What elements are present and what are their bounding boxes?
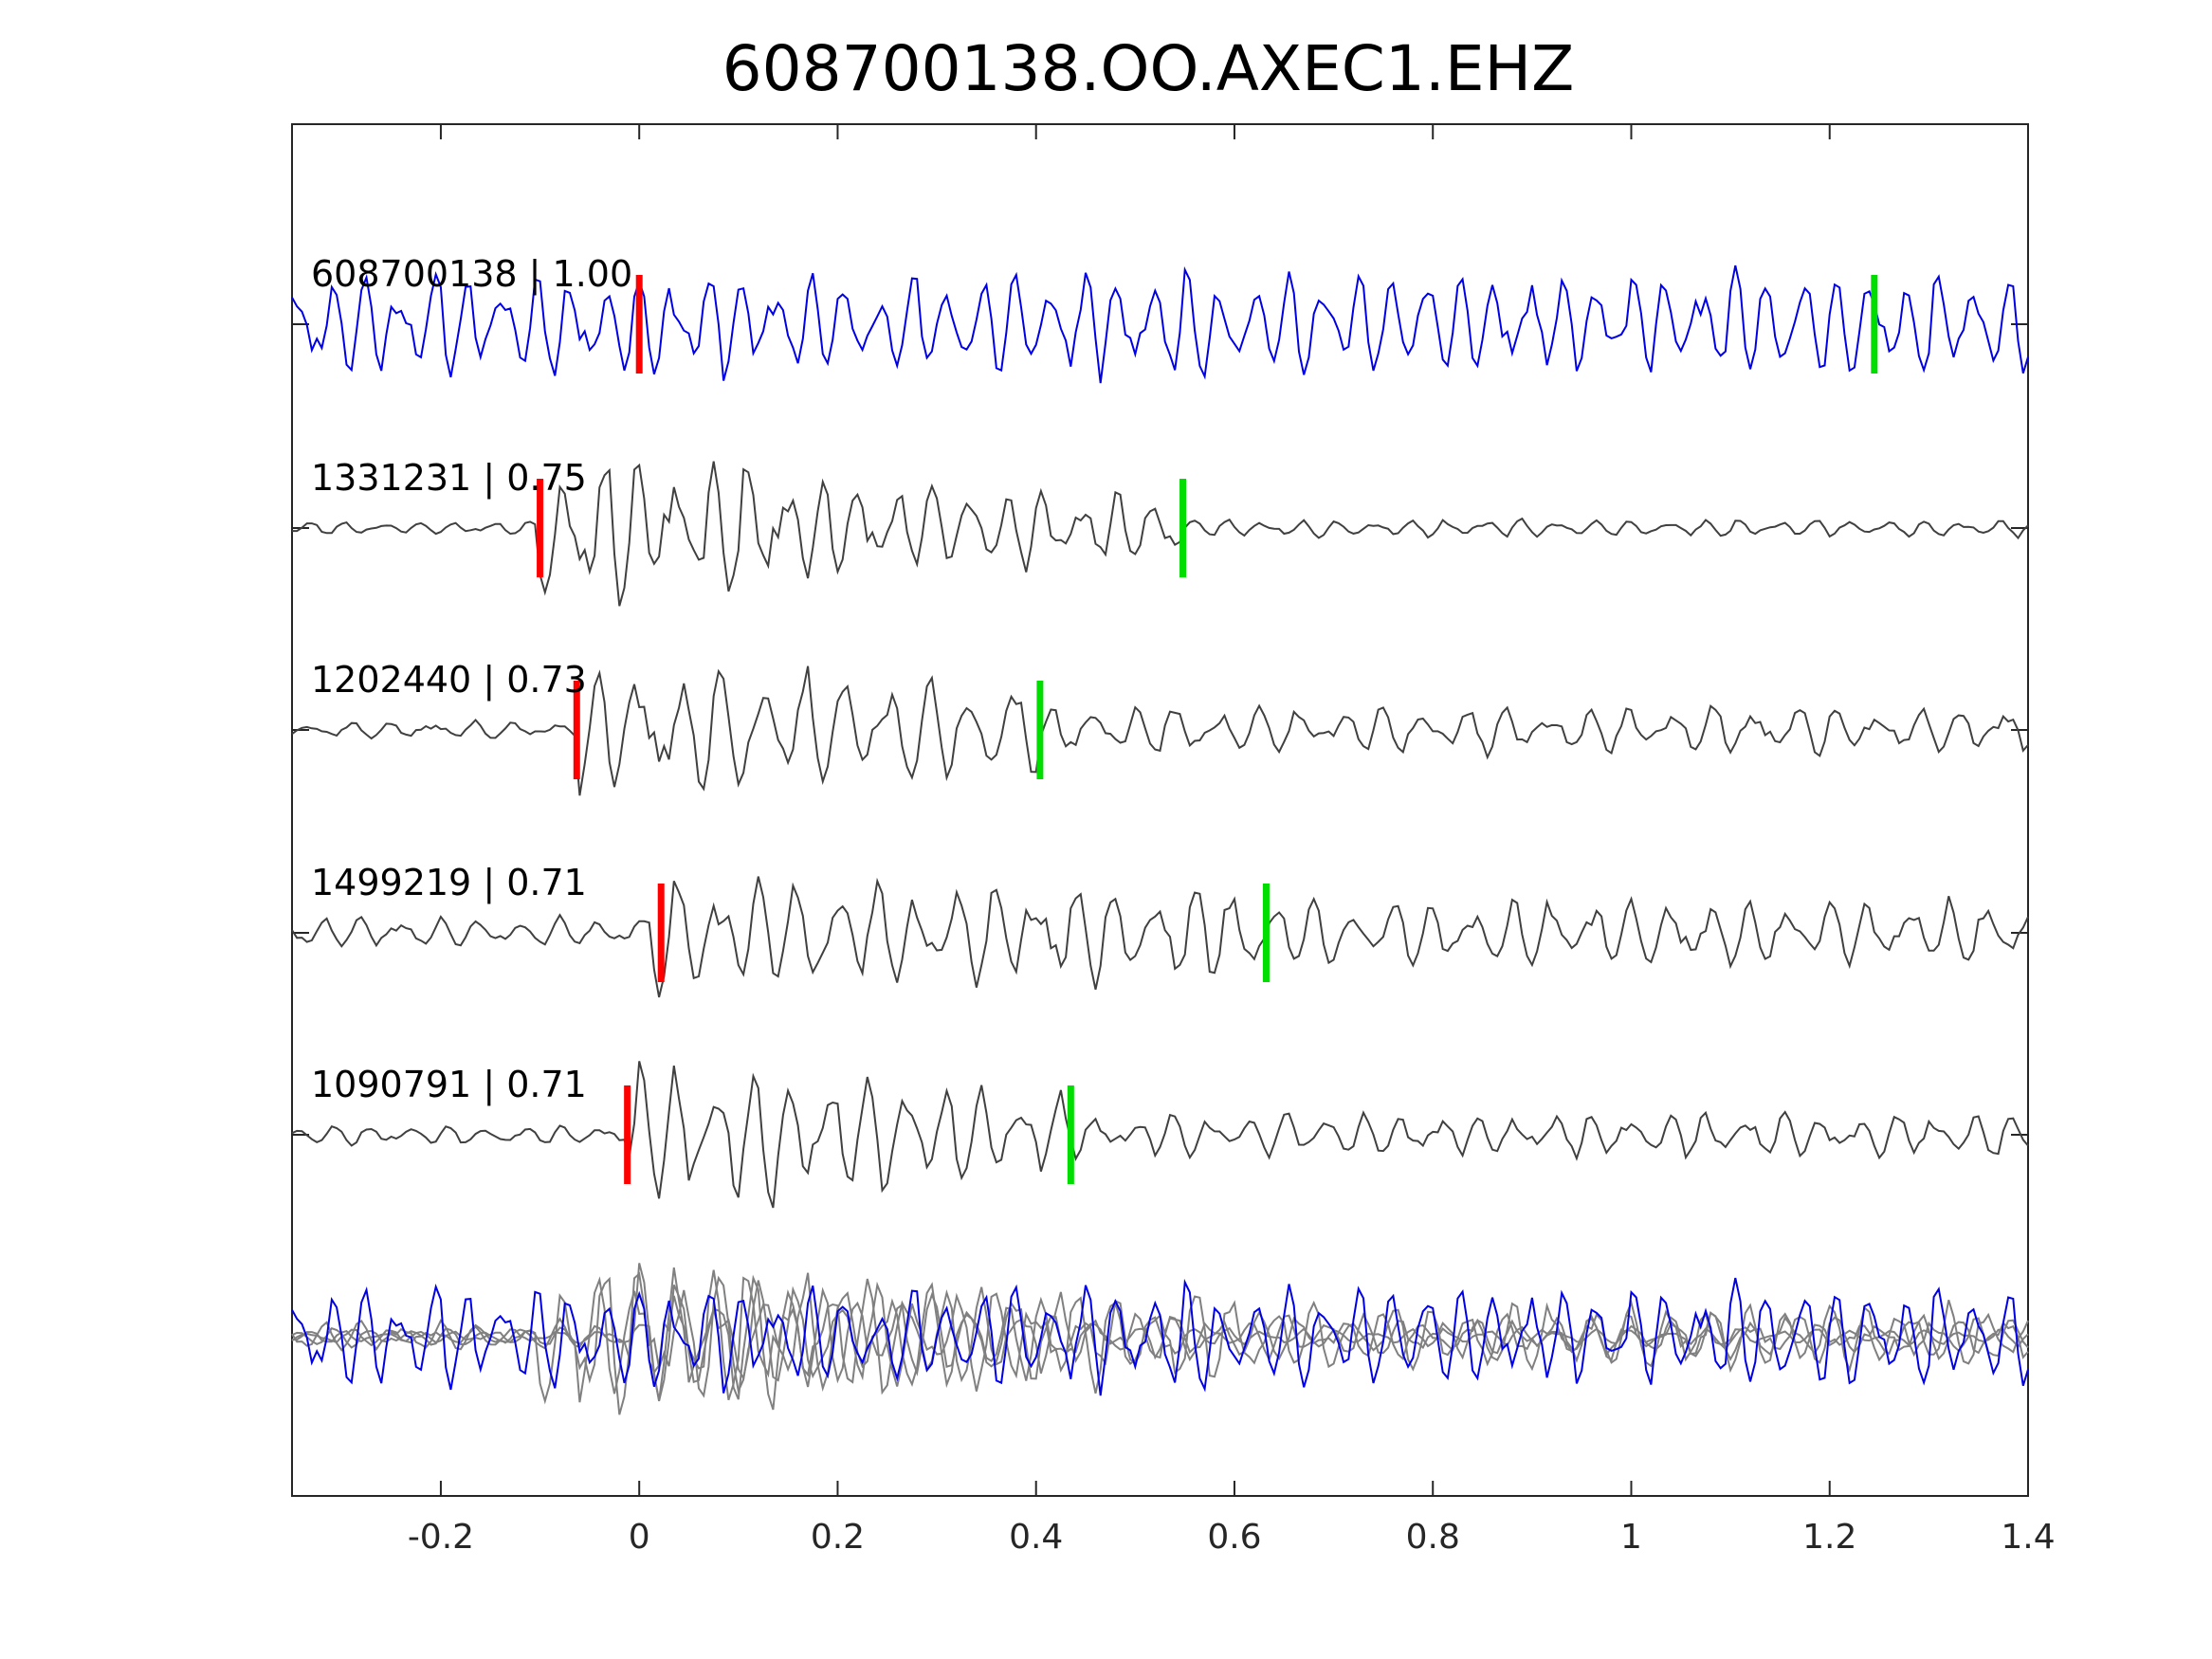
overlay-waveform-608700138 [291, 1277, 2029, 1396]
overlay-waveform-1202440 [291, 1272, 2029, 1403]
x-tick-label: 0.6 [1207, 1518, 1261, 1557]
trace-labels: 608700138 | 1.00 1331231 | 0.75 1202440 | … [311, 253, 632, 1106]
trace-waveform-1499219 [291, 876, 2029, 998]
overlay-waveform-1090791 [291, 1263, 2029, 1411]
chart-title: 608700138.OO.AXEC1.EHZ [722, 32, 1575, 105]
x-tick-label: -0.2 [408, 1518, 474, 1557]
overlay-traces [291, 1263, 2029, 1415]
x-tick-label: 0 [629, 1518, 650, 1557]
x-tick-label: 1.4 [2001, 1518, 2055, 1557]
x-tick-label: 0.2 [811, 1518, 865, 1557]
trace-label: 608700138 | 1.00 [311, 253, 632, 296]
x-tick-label: 1 [1620, 1518, 1642, 1557]
trace-group [291, 264, 2029, 1209]
x-tick-label: 1.2 [1802, 1518, 1856, 1557]
trace-waveform-1331231 [292, 461, 2029, 607]
trace-label: 1090791 | 0.71 [311, 1064, 587, 1106]
trace-waveform-1202440 [291, 665, 2029, 796]
trace-label: 1202440 | 0.73 [311, 659, 587, 702]
axes-box [291, 123, 2029, 1497]
x-tick-label: 0.8 [1406, 1518, 1460, 1557]
x-tick-label: 0.4 [1009, 1518, 1063, 1557]
trace-waveform-608700138 [291, 264, 2029, 384]
plot-area: 608700138 | 1.00 1331231 | 0.75 1202440 | … [291, 123, 2029, 1497]
pick-markers [537, 275, 1878, 1184]
trace-label: 1331231 | 0.75 [311, 457, 587, 500]
trace-waveform-1090791 [291, 1061, 2029, 1209]
overlay-waveform-1331231 [292, 1269, 2029, 1415]
x-axis: -0.2 0 0.2 0.4 0.6 0.8 1 1.2 1.4 [408, 124, 2056, 1557]
trace-label: 1499219 | 0.71 [311, 862, 587, 904]
